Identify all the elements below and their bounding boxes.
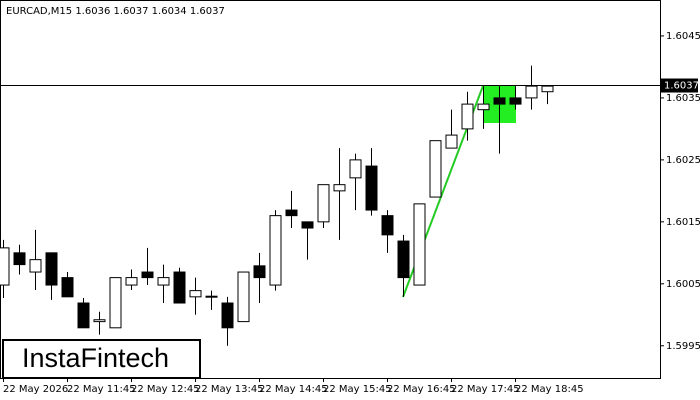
y-tick-label: 1.6025 bbox=[666, 155, 700, 166]
candle-body bbox=[365, 165, 378, 211]
candle-body bbox=[541, 85, 554, 93]
candle-body bbox=[189, 290, 202, 298]
candle-body bbox=[77, 302, 90, 329]
x-tick-label: 22 May 12:45 bbox=[131, 384, 200, 395]
y-tick-label: 1.6015 bbox=[666, 217, 700, 228]
logo: InstaFintech bbox=[22, 343, 169, 373]
x-tick-label: 22 May 17:45 bbox=[451, 384, 520, 395]
candle-body bbox=[157, 277, 170, 286]
candle-body bbox=[13, 252, 26, 266]
candle-body bbox=[317, 184, 330, 223]
y-tick-label: 1.6005 bbox=[666, 279, 700, 290]
candle-body bbox=[461, 103, 474, 130]
candle-body bbox=[397, 240, 410, 279]
x-tick-label: 22 May 16:45 bbox=[387, 384, 456, 395]
candle-body bbox=[61, 277, 74, 298]
x-tick-label: 22 May 15:45 bbox=[323, 384, 392, 395]
candle-body bbox=[509, 97, 522, 105]
current-price-box bbox=[661, 78, 698, 93]
x-tick-label: 22 May 11:45 bbox=[67, 384, 136, 395]
candle-body bbox=[349, 159, 362, 179]
candle-body bbox=[333, 184, 346, 192]
current-price-label: 1.6037 bbox=[664, 81, 699, 92]
candle-body bbox=[205, 295, 218, 298]
candle-body bbox=[253, 265, 266, 279]
candle-body bbox=[429, 140, 442, 198]
candle-body bbox=[141, 271, 154, 279]
candle-body bbox=[413, 203, 426, 286]
x-tick-label: 22 May 13:45 bbox=[195, 384, 264, 395]
candle-body bbox=[269, 215, 282, 286]
candle-body bbox=[173, 271, 186, 304]
candle-body bbox=[381, 215, 394, 236]
x-tick-label: 22 May 18:45 bbox=[515, 384, 584, 395]
candle-body bbox=[445, 134, 458, 149]
candle-body bbox=[493, 97, 506, 105]
candle-body bbox=[237, 271, 250, 323]
x-tick-label: 22 May 2026 bbox=[3, 384, 68, 395]
candle-body bbox=[0, 247, 10, 286]
candle-body bbox=[125, 277, 138, 286]
candle-body bbox=[45, 252, 58, 286]
candle-body bbox=[109, 277, 122, 329]
y-tick-label: 1.6035 bbox=[666, 93, 700, 104]
candle-body bbox=[525, 85, 538, 99]
candle-body bbox=[477, 103, 490, 111]
x-tick-label: 22 May 14:45 bbox=[259, 384, 328, 395]
candle-body bbox=[285, 209, 298, 217]
y-tick-label: 1.5995 bbox=[666, 341, 700, 352]
chart-title: EURCAD,M15 1.6036 1.6037 1.6034 1.6037 bbox=[6, 6, 225, 17]
candles bbox=[0, 65, 554, 346]
candle-body bbox=[29, 259, 42, 273]
candle-body bbox=[221, 302, 234, 329]
logo-box bbox=[2, 339, 201, 379]
candle-body bbox=[301, 221, 314, 229]
candle-body bbox=[93, 319, 106, 323]
y-tick-label: 1.6045 bbox=[666, 31, 700, 42]
